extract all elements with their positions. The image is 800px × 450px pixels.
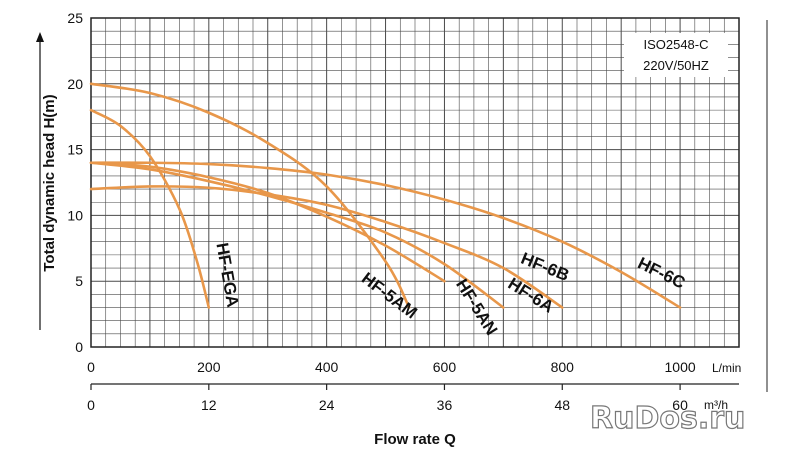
y-axis-title: Total dynamic head H(m): [41, 94, 58, 271]
y-tick-label: 25: [67, 10, 83, 26]
x2-tick-label: 60: [672, 397, 688, 413]
series-line-hf-6b: [89, 185, 564, 309]
series-line-hf-6c: [89, 161, 682, 309]
plot-frame: [90, 17, 740, 348]
y-tick-label: 0: [75, 339, 83, 355]
y-tick-label: 10: [67, 207, 83, 223]
x-tick-label: 600: [433, 359, 457, 375]
x2-tick-label: 36: [437, 397, 453, 413]
x-unit-lmin: L/min: [712, 361, 741, 375]
series-line-hf-ega: [89, 108, 211, 309]
series-label-hf-6a: HF-6A: [505, 274, 558, 317]
x-tick-label: 400: [315, 359, 339, 375]
watermark-text: RuDos.ru: [590, 401, 745, 436]
x-tick-label: 1000: [665, 359, 696, 375]
series-label-hf-6b: HF-6B: [518, 249, 572, 285]
x-tick-label: 200: [197, 359, 221, 375]
x2-tick-label: 0: [87, 397, 95, 413]
x-tick-label: 800: [551, 359, 575, 375]
note-power: 220V/50HZ: [643, 58, 709, 73]
x2-tick-label: 24: [319, 397, 335, 413]
series-label-hf-ega: HF-EGA: [212, 241, 242, 308]
y-tick-label: 15: [67, 142, 83, 158]
series-line-hf-6a: [89, 161, 505, 309]
series-line-hf-5am: [89, 82, 411, 309]
notes-box: [624, 33, 728, 77]
y-tick-label: 5: [75, 273, 83, 289]
y-axis-arrow-head: [36, 32, 44, 42]
x-tick-label: 0: [87, 359, 95, 375]
curves: [89, 82, 682, 309]
tick-labels: 0 5 10 15 20 25 0 200 400 600 800 1000 0 12 24 36 48 60: [67, 10, 695, 413]
y-tick-label: 20: [67, 76, 83, 92]
x-unit-m3h: m³/h: [704, 398, 728, 412]
series-label-hf-5am: HF-5AM: [358, 269, 421, 323]
x-axis-title: Flow rate Q: [374, 431, 456, 448]
x2-tick-label: 48: [554, 397, 570, 413]
note-standard: ISO2548-C: [643, 37, 708, 52]
x2-tick-label: 12: [201, 397, 217, 413]
